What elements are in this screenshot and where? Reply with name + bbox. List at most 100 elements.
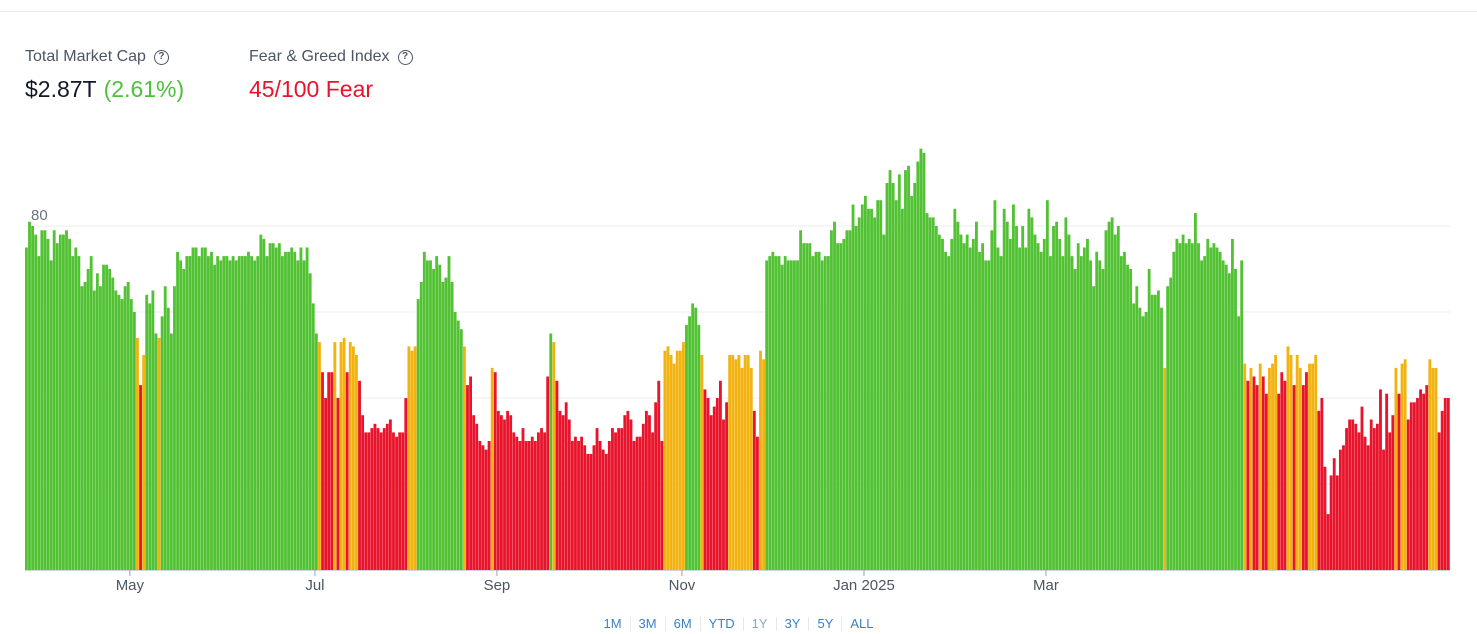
index-bar[interactable] [194, 247, 198, 571]
index-bar[interactable] [330, 372, 334, 570]
index-bar[interactable] [697, 324, 701, 570]
index-bar[interactable] [444, 277, 448, 570]
index-bar[interactable] [882, 234, 886, 570]
index-bar[interactable] [1055, 221, 1059, 570]
index-bar[interactable] [712, 406, 716, 570]
index-bar[interactable] [129, 299, 133, 570]
index-bar[interactable] [567, 419, 571, 571]
range-button-ytd[interactable]: YTD [699, 617, 743, 631]
index-bar[interactable] [1298, 367, 1302, 570]
index-bar[interactable] [432, 269, 435, 570]
index-bar[interactable] [80, 286, 84, 570]
index-bar[interactable] [527, 441, 531, 570]
index-bar[interactable] [117, 294, 121, 570]
index-bar[interactable] [1172, 251, 1176, 571]
index-bar[interactable] [456, 320, 460, 570]
index-bar[interactable] [367, 432, 371, 570]
index-bar[interactable] [743, 355, 747, 570]
index-bar[interactable] [669, 355, 673, 570]
range-button-1y[interactable]: 1Y [742, 617, 776, 631]
index-bar[interactable] [783, 256, 787, 570]
index-bar[interactable] [672, 363, 676, 570]
index-bar[interactable] [913, 183, 917, 570]
index-bar[interactable] [413, 346, 417, 570]
index-bar[interactable] [435, 256, 439, 570]
index-bar[interactable] [1329, 475, 1333, 570]
index-bar[interactable] [768, 256, 772, 570]
index-bar[interactable] [469, 376, 472, 571]
index-bar[interactable] [570, 441, 574, 570]
index-bar[interactable] [429, 260, 432, 570]
index-bar[interactable] [173, 286, 176, 570]
index-bar[interactable] [990, 230, 994, 571]
index-bar[interactable] [472, 415, 476, 570]
index-bar[interactable] [1277, 393, 1281, 570]
index-bar[interactable] [250, 256, 253, 570]
index-bar[interactable] [1342, 445, 1345, 570]
index-bar[interactable] [1234, 269, 1237, 570]
index-bar[interactable] [136, 337, 139, 570]
index-bar[interactable] [728, 355, 732, 570]
index-bar[interactable] [796, 260, 799, 570]
index-bar[interactable] [462, 346, 466, 570]
index-bar[interactable] [1033, 234, 1037, 570]
index-bar[interactable] [404, 398, 408, 570]
index-bar[interactable] [234, 260, 238, 570]
index-bar[interactable] [1252, 376, 1256, 571]
index-bar[interactable] [1175, 238, 1179, 570]
index-bar[interactable] [1305, 372, 1308, 570]
index-bar[interactable] [648, 415, 651, 570]
index-bar[interactable] [68, 238, 72, 570]
index-bar[interactable] [425, 260, 429, 570]
index-bar[interactable] [438, 264, 442, 570]
index-bar[interactable] [1101, 269, 1105, 570]
index-bar[interactable] [290, 247, 294, 571]
index-bar[interactable] [870, 208, 873, 571]
index-bar[interactable] [1409, 402, 1413, 570]
index-bar[interactable] [1357, 432, 1361, 570]
range-button-3y[interactable]: 3Y [775, 617, 809, 631]
index-bar[interactable] [1116, 226, 1120, 570]
index-bar[interactable] [891, 183, 895, 570]
index-bar[interactable] [351, 346, 355, 570]
index-bar[interactable] [860, 204, 864, 571]
index-bar[interactable] [848, 230, 852, 571]
index-bar[interactable] [1036, 243, 1040, 570]
index-bar[interactable] [885, 183, 889, 570]
index-bar[interactable] [1178, 243, 1182, 570]
index-bar[interactable] [1107, 221, 1111, 570]
index-bar[interactable] [1086, 238, 1089, 570]
index-bar[interactable] [308, 273, 312, 570]
index-bar[interactable] [1261, 376, 1265, 571]
index-bar[interactable] [626, 410, 630, 570]
index-bar[interactable] [1193, 213, 1197, 570]
index-bar[interactable] [592, 445, 596, 570]
index-bar[interactable] [1187, 238, 1191, 570]
index-bar[interactable] [984, 260, 988, 570]
index-bar[interactable] [916, 161, 920, 571]
index-bar[interactable] [213, 264, 216, 570]
index-bar[interactable] [210, 251, 213, 571]
index-bar[interactable] [188, 256, 192, 570]
index-bar[interactable] [1255, 385, 1259, 570]
index-bar[interactable] [780, 264, 784, 570]
index-bar[interactable] [1045, 200, 1049, 570]
index-bar[interactable] [1042, 238, 1046, 570]
index-bar[interactable] [327, 372, 331, 570]
index-bar[interactable] [978, 251, 981, 571]
index-bar[interactable] [826, 256, 830, 570]
index-bar[interactable] [355, 355, 358, 570]
index-bar[interactable] [614, 432, 617, 570]
index-bar[interactable] [216, 256, 220, 570]
index-bar[interactable] [851, 204, 855, 571]
index-bar[interactable] [277, 243, 281, 570]
index-bar[interactable] [1317, 410, 1321, 570]
index-bar[interactable] [1018, 247, 1022, 571]
index-bar[interactable] [1388, 432, 1392, 570]
index-bar[interactable] [537, 432, 540, 570]
index-bar[interactable] [863, 195, 867, 570]
index-bar[interactable] [1280, 372, 1284, 570]
index-bar[interactable] [1431, 367, 1435, 570]
index-bar[interactable] [1104, 230, 1108, 571]
index-bar[interactable] [1110, 217, 1114, 570]
